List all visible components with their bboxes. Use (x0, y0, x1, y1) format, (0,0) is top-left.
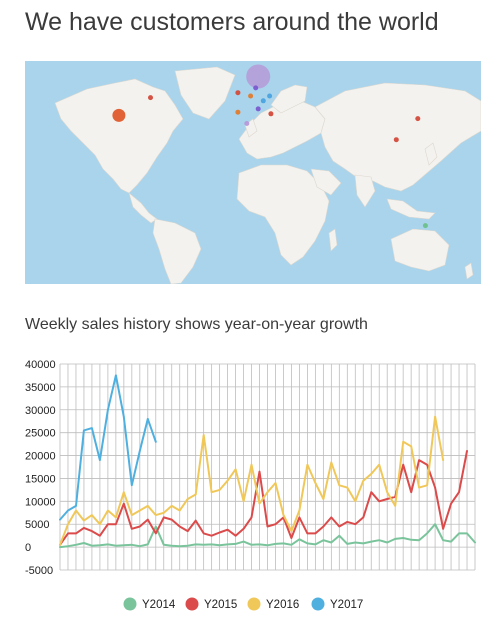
map-marker-north-africa[interactable] (244, 121, 250, 126)
south-america-landmass (152, 218, 202, 284)
world-map-svg (54, 64, 481, 284)
southeast-asia-islands-landmass (386, 198, 436, 220)
map-marker-europe-4[interactable] (267, 93, 273, 99)
y-tick-label: 0 (25, 542, 31, 554)
chart-grid (59, 363, 476, 571)
map-marker-australia[interactable] (422, 223, 428, 229)
y-axis-tick-labels: 40000 35000 30000 25000 20000 15000 10000 5000 0… (25, 359, 56, 577)
chart-svg: 40000 35000 30000 25000 20000 15000 10000 5000 0… (25, 359, 476, 612)
legend-marker-y2016[interactable] (247, 597, 261, 611)
chart-legend[interactable]: Y2014 Y2015 Y2016 Y2017 (123, 597, 364, 612)
legend-label-y2016[interactable]: Y2016 (266, 599, 299, 611)
map-marker-japan[interactable] (415, 116, 421, 122)
greenland-landmass (174, 66, 236, 120)
madagascar-landmass (328, 228, 338, 252)
map-marker-europe-3[interactable] (260, 98, 266, 104)
japan-landmass (424, 142, 438, 166)
series-line-y2016[interactable] (59, 415, 445, 546)
africa-landmass (236, 164, 330, 266)
arabia-landmass (310, 168, 342, 196)
y-tick-label: -5000 (25, 565, 53, 577)
series-line-y2014[interactable] (59, 523, 476, 549)
map-marker-taiwan[interactable] (393, 137, 399, 143)
new-zealand-landmass (464, 262, 474, 280)
north-america-landmass (54, 78, 184, 194)
y-tick-label: 20000 (25, 451, 56, 463)
map-marker-spain[interactable] (235, 109, 241, 115)
y-tick-label: 40000 (25, 359, 56, 371)
map-marker-uk[interactable] (235, 90, 241, 96)
legend-label-y2014[interactable]: Y2014 (142, 599, 176, 611)
australia-landmass (390, 228, 450, 272)
map-marker-europe-north[interactable] (246, 64, 271, 89)
scandinavia-landmass (270, 84, 308, 114)
y-tick-label: 35000 (25, 382, 56, 394)
series-line-y2017[interactable] (59, 374, 157, 521)
map-marker-north-america[interactable] (112, 108, 126, 122)
y-tick-label: 5000 (25, 519, 49, 531)
y-tick-label: 10000 (25, 496, 56, 508)
y-tick-label: 25000 (25, 428, 56, 440)
chart-series-lines (59, 374, 476, 549)
legend-marker-y2014[interactable] (123, 597, 137, 611)
chart-subtitle: Weekly sales history shows year-on-year … (25, 316, 368, 333)
map-marker-greece[interactable] (268, 111, 274, 117)
legend-marker-y2017[interactable] (311, 597, 325, 611)
map-marker-canada-east[interactable] (148, 95, 153, 101)
page-title: We have customers around the world (25, 8, 439, 36)
map-markers (112, 64, 428, 229)
map-marker-italy[interactable] (255, 106, 261, 112)
sales-line-chart[interactable]: 40000 35000 30000 25000 20000 15000 10000 5000 0… (0, 352, 504, 625)
y-tick-label: 30000 (25, 405, 56, 417)
india-landmass (354, 174, 376, 208)
legend-label-y2015[interactable]: Y2015 (204, 599, 237, 611)
legend-marker-y2015[interactable] (185, 597, 199, 611)
map-marker-europe-1[interactable] (248, 93, 254, 99)
asia-landmass (314, 82, 481, 192)
y-tick-label: 15000 (25, 473, 56, 485)
land-masses (54, 66, 481, 284)
legend-label-y2017[interactable]: Y2017 (330, 599, 363, 611)
world-map[interactable] (25, 61, 481, 284)
central-america-landmass (128, 192, 158, 224)
map-marker-europe-2[interactable] (253, 85, 259, 91)
